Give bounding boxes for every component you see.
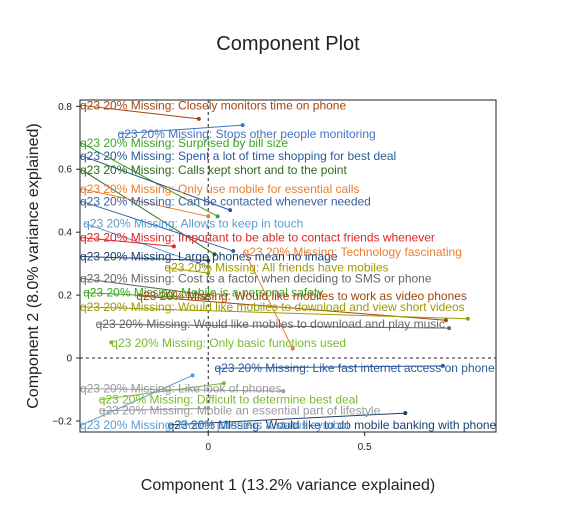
y-tick-label: 0.6 — [58, 165, 72, 176]
point-label: q23 20% Missing: Stops other people moni… — [118, 127, 376, 141]
data-point — [206, 406, 211, 411]
leader-line — [81, 278, 209, 296]
data-point — [221, 381, 226, 386]
data-point — [240, 123, 245, 128]
plot-area: q23 20% Missing: Closely monitors time o… — [52, 98, 497, 453]
data-point — [443, 318, 448, 323]
point-label: q23 20% Missing: Only use mobile for ess… — [80, 182, 359, 196]
data-point — [290, 346, 295, 351]
leader-line — [119, 124, 243, 135]
point-label: q23 20% Missing: Like fast internet acce… — [214, 361, 494, 375]
data-point — [403, 411, 408, 416]
data-point — [231, 249, 236, 254]
data-point — [215, 214, 220, 219]
data-points — [109, 116, 470, 416]
point-label: q23 20% Missing: Like look of phones — [80, 382, 281, 396]
y-axis-title: Component 2 (8.0% variance explained) — [25, 123, 42, 409]
chart-title: Component Plot — [216, 33, 360, 55]
leader-lines — [81, 104, 468, 426]
x-tick-label: 0.5 — [358, 442, 372, 453]
data-point — [206, 264, 211, 269]
point-label: q23 20% Missing: Difficult to determine … — [99, 393, 358, 407]
data-point — [206, 258, 211, 263]
point-label: q23 20% Missing: Calls kept short and to… — [80, 163, 347, 177]
data-point — [465, 316, 470, 321]
point-label: q23 20% Missing: Technology fascinating — [243, 245, 462, 259]
point-label: q23 20% Missing: All friends have mobile… — [164, 261, 388, 275]
leader-line — [81, 374, 193, 426]
data-point — [171, 244, 176, 249]
point-label: q23 20% Missing: Mobile is a personal sa… — [83, 286, 323, 300]
leader-line — [100, 382, 224, 401]
point-label: q23 20% Missing: Closely monitors time o… — [80, 98, 346, 112]
reference-lines — [80, 100, 496, 432]
leader-line — [81, 306, 468, 320]
data-point — [206, 214, 211, 219]
leader-line — [81, 388, 284, 392]
leader-line — [169, 412, 406, 426]
leader-line — [216, 365, 443, 369]
plot-area-background — [80, 100, 496, 432]
point-label: q23 20% Missing: Important to be able to… — [80, 231, 435, 245]
x-axis-title: Component 1 (13.2% variance explained) — [141, 477, 435, 494]
point-label: q23 20% Missing: Surprised by bill size — [80, 136, 288, 150]
y-tick-label: 0.8 — [58, 102, 72, 113]
data-point — [212, 252, 217, 257]
leader-line — [81, 188, 209, 217]
leader-line — [100, 407, 209, 412]
data-point — [190, 373, 195, 378]
data-point — [196, 116, 201, 121]
point-label: q23 20% Missing: Only basic functions us… — [111, 336, 346, 350]
point-label: q23 20% Missing: Mobile phone is a statu… — [80, 418, 349, 432]
point-labels: q23 20% Missing: Closely monitors time o… — [80, 98, 497, 432]
y-tick-label: −0.2 — [52, 416, 72, 427]
data-point — [206, 293, 211, 298]
leader-line — [81, 169, 215, 255]
data-point — [228, 208, 233, 213]
data-point — [203, 296, 208, 301]
point-label: q23 20% Missing: Mobile an essential par… — [99, 404, 381, 418]
leader-line — [81, 104, 199, 120]
leader-line — [244, 251, 294, 349]
leader-line — [85, 292, 206, 299]
point-label: q23 20% Missing: Can be contacted whenev… — [80, 194, 371, 208]
y-tick-label: 0 — [66, 354, 72, 365]
y-tick-label: 0.2 — [58, 291, 72, 302]
data-point — [109, 340, 114, 345]
data-point — [447, 326, 452, 331]
leader-line — [97, 323, 450, 329]
data-point — [440, 363, 445, 368]
point-label: q23 20% Missing: Would like mobiles to d… — [96, 317, 445, 331]
point-label: q23 20% Missing: Would like to do mobile… — [168, 418, 497, 432]
data-point — [206, 271, 211, 276]
leader-line — [81, 200, 234, 252]
point-label: q23 20% Missing: Would like mobiles to d… — [80, 300, 465, 314]
point-label: q23 20% Missing: Allows to keep in touch — [83, 216, 303, 230]
leader-line — [81, 237, 174, 247]
plot-frame — [79, 99, 497, 433]
point-label: q23 20% Missing: Would like mobiles to w… — [136, 289, 467, 303]
point-label: q23 20% Missing: Spent a lot of time sho… — [80, 149, 396, 163]
leader-line — [81, 255, 209, 261]
leader-line — [166, 267, 209, 274]
leader-line — [81, 142, 218, 217]
leader-line — [81, 155, 231, 211]
point-label: q23 20% Missing: Large phones mean no im… — [80, 249, 338, 263]
data-point — [281, 389, 286, 394]
point-label: q23 20% Missing: Cost is a factor when d… — [80, 272, 432, 286]
x-tick-label: 0 — [205, 442, 211, 453]
y-tick-label: 0.4 — [58, 228, 72, 239]
